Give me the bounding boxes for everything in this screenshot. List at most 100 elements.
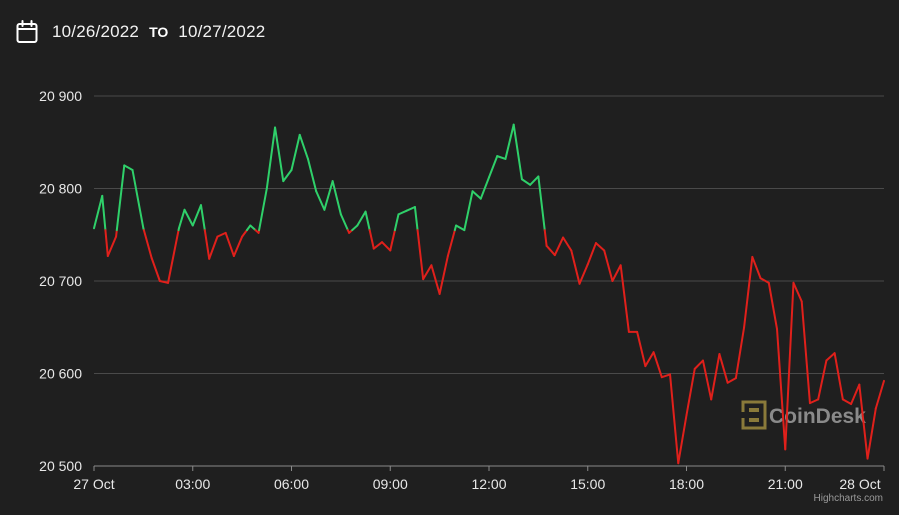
price-segment [199,204,206,232]
price-segment [397,209,408,216]
price-segment [611,264,622,282]
price-segment [578,263,589,285]
to-label: TO [149,24,169,40]
price-segment [208,235,219,260]
price-segment [562,236,573,252]
price-segment [364,210,371,232]
price-segment [241,229,248,238]
price-segment [158,280,170,284]
y-tick-label: 20 800 [39,181,82,197]
price-segment [290,133,301,171]
y-tick-label: 20 700 [39,273,82,289]
price-segment [512,123,523,181]
coindesk-watermark: CoinDesk [741,400,866,430]
price-segment [150,256,161,282]
x-tick-label: 18:00 [669,476,704,492]
price-segment [850,383,861,406]
y-tick-label: 20 900 [39,88,82,104]
price-segment [652,351,663,379]
x-tick-label: 27 Oct [73,476,114,492]
price-segment [101,194,107,232]
price-segment [115,164,126,232]
price-segment [685,367,696,417]
price-segment [718,353,729,384]
price-segment [488,155,499,179]
x-tick-label: 06:00 [274,476,309,492]
price-segment [792,281,803,303]
price-segment [767,281,779,331]
price-segment [743,255,754,329]
price-segment [537,175,546,232]
price-segment [660,373,672,379]
price-segment [808,398,820,405]
price-segment [413,206,419,232]
price-segment [594,242,606,252]
price-segment [479,176,490,200]
price-segment [504,123,515,160]
calendar-icon[interactable] [16,20,38,44]
price-segment [93,194,104,230]
price-segment [183,208,194,227]
x-tick-label: 21:00 [768,476,803,492]
price-segment [393,213,400,232]
start-date[interactable]: 10/26/2022 [52,22,140,41]
price-segment [529,175,540,186]
price-segment [104,229,109,258]
price-segment [331,180,342,216]
price-segment [817,359,828,401]
x-tick-label: 09:00 [373,476,408,492]
price-segment [825,352,836,362]
price-segment [323,180,334,211]
grid-lines [93,95,885,471]
price-segment [232,235,244,258]
price-segment [372,241,384,250]
price-segment [216,231,227,238]
price-segment [167,229,180,284]
date-range-header: 10/26/2022 TO 10/27/2022 [16,18,265,46]
y-tick-label: 20 600 [39,366,82,382]
coindesk-logo-icon [741,400,767,430]
end-date[interactable]: 10/27/2022 [178,22,266,41]
price-segment [123,164,134,171]
price-segment [446,229,456,258]
x-tick-label: 03:00 [175,476,210,492]
price-segment [455,224,466,232]
price-segment [693,359,704,370]
price-segment [751,255,762,280]
price-segment [701,359,713,401]
price-segment [759,277,770,284]
price-segment [315,190,326,211]
price-segment [381,241,392,252]
highcharts-credit[interactable]: Highcharts.com [814,493,883,504]
price-segment [874,379,885,410]
price-segment [570,249,581,285]
price-segment [115,229,118,238]
price-segment [833,352,844,401]
price-segment [603,249,614,282]
price-segment [351,224,359,232]
y-tick-label: 20 500 [39,458,82,474]
x-tick-label: 15:00 [570,476,605,492]
price-segment [265,126,277,190]
price-segment [784,281,795,451]
price-segment [258,187,268,232]
price-segment [776,328,787,451]
price-segment [463,190,474,232]
price-segment [644,351,655,368]
price-segment [142,229,153,259]
y-axis-labels: 20 500 20 600 20 700 20 800 20 900 [39,88,82,474]
watermark-text: CoinDesk [769,405,866,428]
price-segment [298,133,309,160]
price-segment [430,264,441,295]
price-segment [866,407,877,460]
price-segment [471,190,482,200]
price-segment [496,155,507,160]
price-segment [389,229,396,252]
price-segment [636,330,647,368]
price-segment [553,236,565,257]
price-segment [356,210,367,227]
price-segment [249,224,257,232]
price-segment [274,126,285,183]
price-segment [177,208,186,230]
